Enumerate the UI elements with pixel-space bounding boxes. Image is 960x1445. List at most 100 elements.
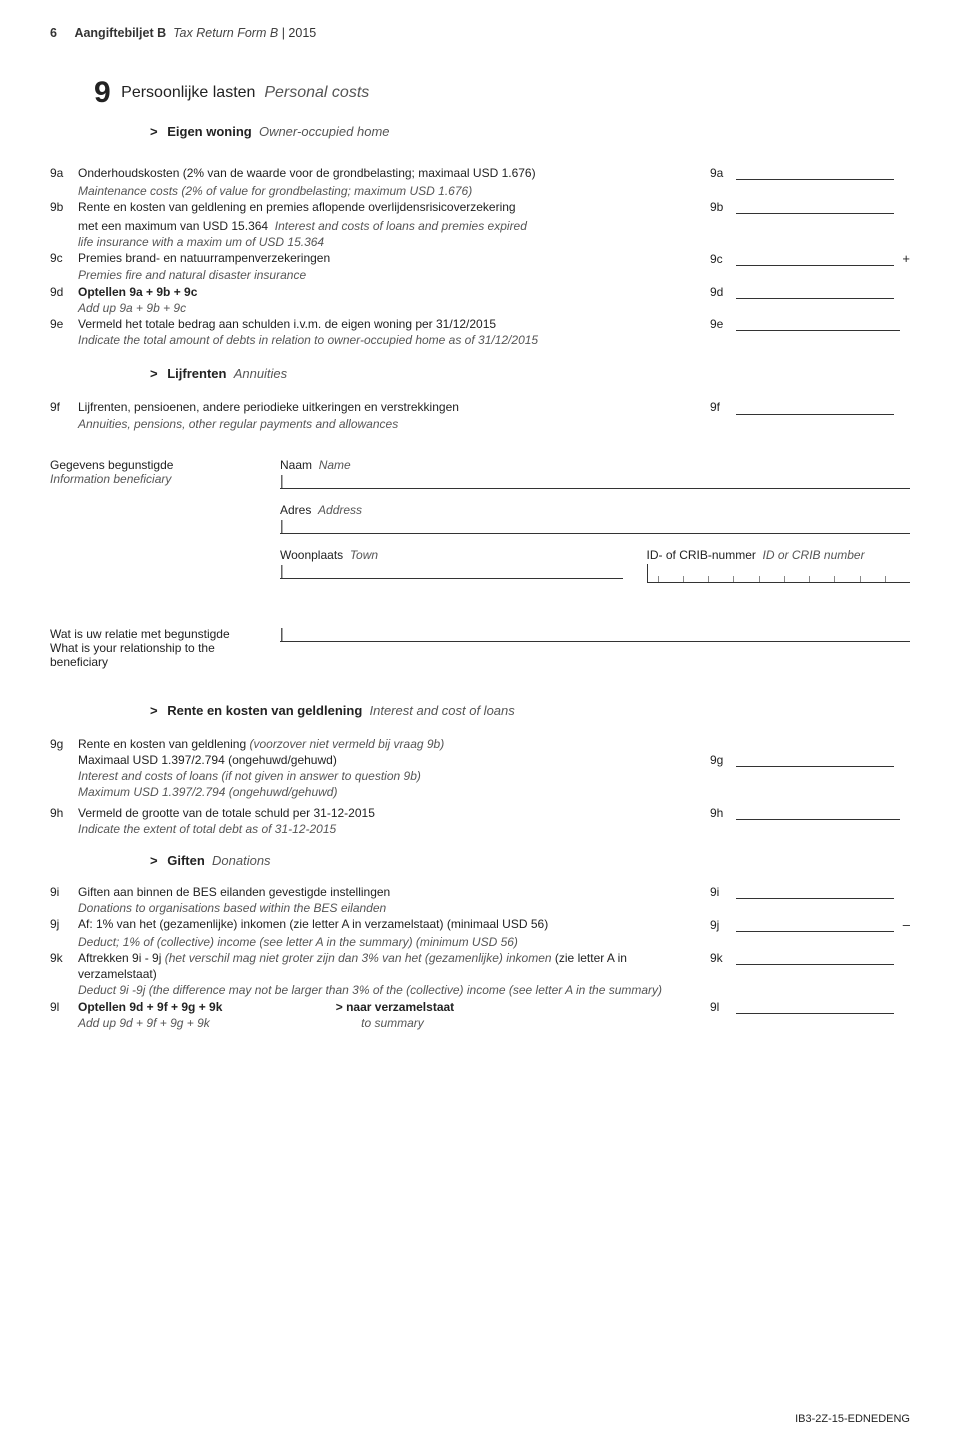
- sub3-ital: Interest and cost of loans: [370, 703, 515, 718]
- header-title-italic: Tax Return Form B: [173, 26, 278, 40]
- desc-9j-it: Deduct; 1% of (collective) income (see l…: [78, 935, 518, 949]
- desc-9k-it: Deduct 9i -9j (the difference may not be…: [78, 983, 662, 997]
- rcode-9a: 9a: [710, 165, 736, 181]
- row-9g: 9g Rente en kosten van geldlening (voorz…: [50, 736, 910, 752]
- rcode-9e: 9e: [710, 316, 736, 332]
- code-9g: 9g: [50, 736, 78, 752]
- rcode-9j: 9j: [710, 917, 736, 933]
- rcode-9d: 9d: [710, 284, 736, 300]
- naam-input[interactable]: |: [280, 474, 910, 489]
- page: 6 Aangiftebiljet B Tax Return Form B | 2…: [0, 0, 960, 1445]
- chevron-icon: >: [150, 124, 158, 139]
- beneficiary-label-it: Information beneficiary: [50, 472, 260, 486]
- woonplaats-label: Woonplaats: [280, 548, 343, 562]
- footer-code: IB3-2Z-15-EDNEDENG: [795, 1413, 910, 1425]
- input-9h[interactable]: [736, 806, 900, 820]
- input-9k[interactable]: [736, 951, 894, 965]
- rcode-9i: 9i: [710, 884, 736, 900]
- crib-label-it: ID or CRIB number: [763, 548, 865, 562]
- code-9i: 9i: [50, 884, 78, 900]
- desc-9g-1a: Rente en kosten van geldlening: [78, 737, 249, 751]
- beneficiary-block: Gegevens begunstigde Information benefic…: [50, 458, 910, 597]
- code-9f: 9f: [50, 399, 78, 415]
- desc-9e-it: Indicate the total amount of debts in re…: [78, 333, 538, 347]
- row-9f: 9f Lijfrenten, pensioenen, andere period…: [50, 399, 910, 415]
- desc-9l-naar: > naar verzamelstaat: [336, 999, 454, 1015]
- code-9j: 9j: [50, 916, 78, 932]
- page-header: 6 Aangiftebiljet B Tax Return Form B | 2…: [50, 26, 910, 40]
- desc-9k-2: (het verschil mag niet groter zijn dan 3…: [165, 951, 552, 965]
- subheading-eigen-woning: > Eigen woning Owner-occupied home: [150, 124, 910, 139]
- sub2-ital: Annuities: [234, 366, 287, 381]
- sub4-bold: Giften: [167, 853, 205, 868]
- input-9l[interactable]: [736, 1000, 894, 1014]
- sub1-ital: Owner-occupied home: [259, 124, 390, 139]
- input-9g[interactable]: [736, 753, 894, 767]
- desc-9g-4: Maximum USD 1.397/2.794 (ongehuwd/gehuwd…: [78, 785, 337, 799]
- desc-9h: Vermeld de grootte van de totale schuld …: [78, 805, 710, 821]
- items-block-1: 9a Onderhoudskosten (2% van de waarde vo…: [50, 165, 910, 348]
- desc-9g-2: Maximaal USD 1.397/2.794 (ongehuwd/gehuw…: [78, 752, 710, 768]
- desc-9l-it: Add up 9d + 9f + 9g + 9k: [78, 1016, 210, 1030]
- crib-input[interactable]: [647, 564, 910, 583]
- input-9c[interactable]: [736, 252, 894, 266]
- sub1-bold: Eigen woning: [167, 124, 252, 139]
- header-year: 2015: [288, 26, 316, 40]
- desc-9f-it: Annuities, pensions, other regular payme…: [78, 417, 398, 431]
- subheading-rente: > Rente en kosten van geldlening Interes…: [150, 703, 910, 718]
- row-9j: 9j Af: 1% van het (gezamenlijke) inkomen…: [50, 916, 910, 934]
- row-9h: 9h Vermeld de grootte van de totale schu…: [50, 805, 910, 821]
- rcode-9b: 9b: [710, 199, 736, 215]
- code-9b: 9b: [50, 199, 78, 215]
- desc-9b-2it: Interest and costs of loans and premies …: [275, 219, 527, 233]
- input-9i[interactable]: [736, 885, 894, 899]
- subheading-giften: > Giften Donations: [150, 853, 910, 868]
- code-9a: 9a: [50, 165, 78, 181]
- input-9a[interactable]: [736, 166, 894, 180]
- row-9l: 9l Optellen 9d + 9f + 9g + 9k > naar ver…: [50, 999, 910, 1015]
- sub4-ital: Donations: [212, 853, 271, 868]
- rcode-9k: 9k: [710, 950, 736, 966]
- adres-input[interactable]: |: [280, 519, 910, 534]
- desc-9d: Optellen 9a + 9b + 9c: [78, 285, 197, 299]
- row-9k: 9k Aftrekken 9i - 9j (het verschil mag n…: [50, 950, 910, 982]
- op-9c: +: [894, 250, 910, 268]
- input-9f[interactable]: [736, 401, 894, 415]
- desc-9d-it: Add up 9a + 9b + 9c: [78, 301, 186, 315]
- row-9i: 9i Giften aan binnen de BES eilanden gev…: [50, 884, 910, 900]
- code-9d: 9d: [50, 284, 78, 300]
- desc-9l-naar-it: to summary: [361, 1015, 424, 1031]
- desc-9a-it: Maintenance costs (2% of value for grond…: [78, 184, 472, 198]
- desc-9h-it: Indicate the extent of total debt as of …: [78, 822, 336, 836]
- subheading-lijfrenten: > Lijfrenten Annuities: [150, 366, 910, 381]
- chevron-icon: >: [150, 853, 158, 868]
- input-9e[interactable]: [736, 317, 900, 331]
- woonplaats-input[interactable]: |: [280, 564, 623, 579]
- row-9d: 9d Optellen 9a + 9b + 9c 9d: [50, 284, 910, 300]
- chevron-icon: >: [150, 703, 158, 718]
- beneficiary-label: Gegevens begunstigde: [50, 458, 260, 472]
- naam-label-it: Name: [319, 458, 351, 472]
- row-9a: 9a Onderhoudskosten (2% van de waarde vo…: [50, 165, 910, 183]
- page-number: 6: [50, 26, 57, 40]
- desc-9j: Af: 1% van het (gezamenlijke) inkomen (z…: [78, 916, 710, 932]
- woonplaats-label-it: Town: [350, 548, 378, 562]
- desc-9l: Optellen 9d + 9f + 9g + 9k: [78, 1000, 222, 1014]
- code-9k: 9k: [50, 950, 78, 966]
- input-9j[interactable]: [736, 918, 894, 932]
- desc-9k-1: Aftrekken 9i - 9j: [78, 951, 165, 965]
- sub3-bold: Rente en kosten van geldlening: [167, 703, 362, 718]
- rcode-9l: 9l: [710, 999, 736, 1015]
- code-9e: 9e: [50, 316, 78, 332]
- relation-input[interactable]: |: [280, 627, 910, 642]
- desc-9a: Onderhoudskosten (2% van de waarde voor …: [78, 165, 700, 181]
- input-9d[interactable]: [736, 285, 894, 299]
- input-9b[interactable]: [736, 200, 894, 214]
- naam-label: Naam: [280, 458, 312, 472]
- row-9c: 9c Premies brand- en natuurrampenverzeke…: [50, 250, 910, 268]
- row-9b: 9b Rente en kosten van geldlening en pre…: [50, 199, 910, 217]
- relation-q-it: What is your relationship to the benefic…: [50, 641, 260, 669]
- section-title-main: Persoonlijke lasten: [121, 84, 255, 101]
- adres-label-it: Address: [318, 503, 362, 517]
- section-number: 9: [94, 76, 111, 110]
